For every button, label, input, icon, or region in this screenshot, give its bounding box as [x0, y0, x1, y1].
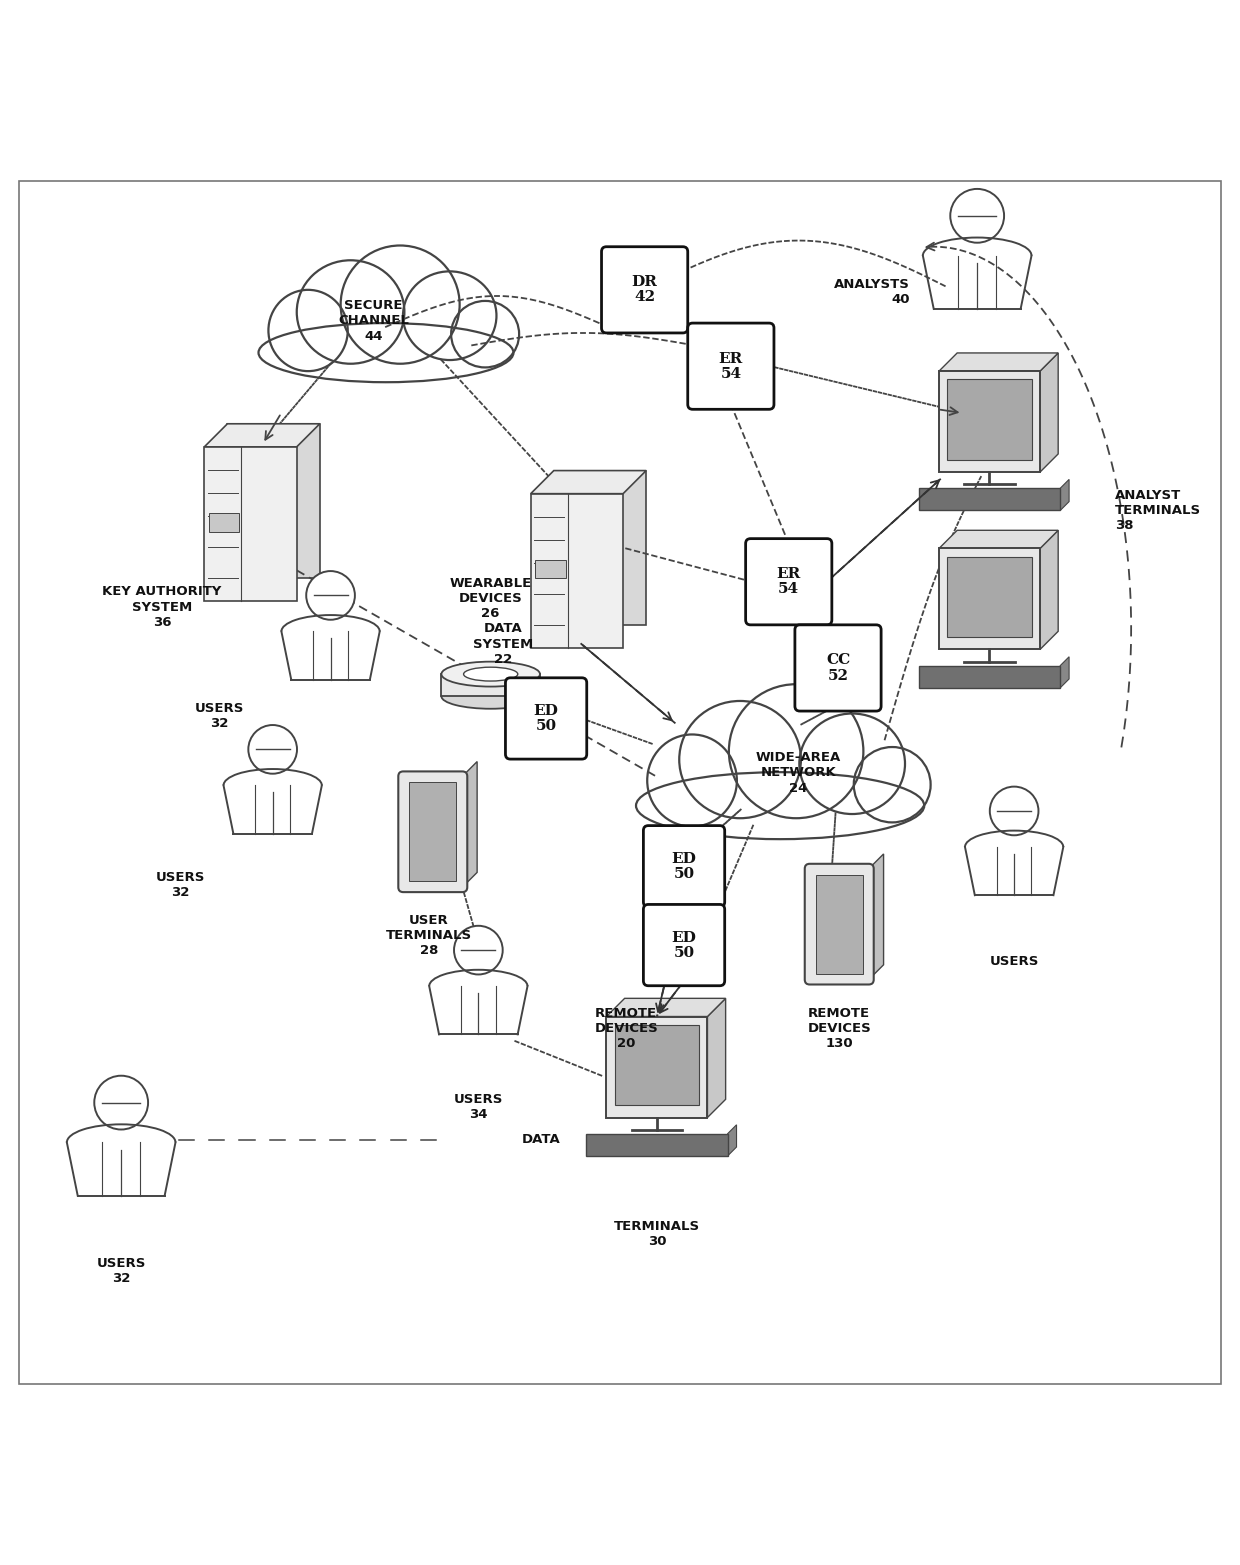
Polygon shape — [728, 1125, 737, 1157]
FancyBboxPatch shape — [947, 557, 1032, 637]
Polygon shape — [441, 675, 539, 696]
FancyBboxPatch shape — [816, 875, 863, 973]
FancyBboxPatch shape — [587, 1133, 728, 1157]
FancyBboxPatch shape — [606, 1017, 708, 1117]
Polygon shape — [1060, 657, 1069, 689]
Text: USERS
32: USERS 32 — [195, 703, 244, 731]
Polygon shape — [1040, 354, 1058, 473]
Text: CC
52: CC 52 — [826, 654, 851, 682]
Text: ED
50: ED 50 — [672, 851, 697, 881]
Circle shape — [248, 725, 298, 773]
Text: USERS: USERS — [990, 955, 1039, 967]
Text: WIDE-AREA
NETWORK
24: WIDE-AREA NETWORK 24 — [756, 751, 841, 795]
FancyBboxPatch shape — [939, 548, 1040, 649]
Ellipse shape — [441, 684, 539, 709]
Ellipse shape — [647, 734, 737, 826]
Ellipse shape — [268, 290, 347, 371]
Text: REMOTE
DEVICES
130: REMOTE DEVICES 130 — [807, 1006, 872, 1050]
FancyBboxPatch shape — [919, 488, 1060, 510]
Ellipse shape — [341, 246, 460, 363]
FancyBboxPatch shape — [745, 538, 832, 624]
Ellipse shape — [854, 747, 931, 822]
Polygon shape — [531, 471, 646, 493]
Polygon shape — [708, 998, 725, 1117]
Ellipse shape — [451, 300, 520, 368]
Polygon shape — [554, 471, 646, 624]
Ellipse shape — [258, 322, 513, 382]
FancyBboxPatch shape — [644, 905, 724, 986]
Text: USERS
32: USERS 32 — [97, 1257, 146, 1285]
Text: REMOTE
DEVICES
20: REMOTE DEVICES 20 — [594, 1006, 658, 1050]
Circle shape — [454, 926, 502, 975]
Circle shape — [950, 189, 1004, 243]
Circle shape — [306, 571, 355, 620]
Ellipse shape — [403, 271, 496, 360]
Ellipse shape — [441, 662, 539, 687]
Polygon shape — [606, 998, 725, 1017]
Text: DATA
SYSTEM
22: DATA SYSTEM 22 — [472, 623, 533, 667]
Polygon shape — [531, 493, 622, 648]
Ellipse shape — [464, 667, 518, 681]
Text: USER
TERMINALS
28: USER TERMINALS 28 — [386, 914, 472, 958]
FancyBboxPatch shape — [208, 513, 239, 532]
FancyBboxPatch shape — [536, 560, 565, 579]
Polygon shape — [205, 448, 296, 601]
Circle shape — [990, 787, 1038, 836]
Ellipse shape — [800, 714, 905, 814]
Ellipse shape — [296, 260, 404, 363]
Polygon shape — [939, 531, 1058, 548]
FancyBboxPatch shape — [601, 247, 688, 333]
Text: DR
42: DR 42 — [631, 275, 657, 304]
Text: ED
50: ED 50 — [672, 931, 697, 959]
FancyBboxPatch shape — [644, 826, 724, 906]
Text: KEY AUTHORITY
SYSTEM
36: KEY AUTHORITY SYSTEM 36 — [102, 585, 222, 629]
Polygon shape — [1060, 479, 1069, 510]
FancyBboxPatch shape — [947, 379, 1032, 460]
FancyBboxPatch shape — [919, 665, 1060, 689]
Ellipse shape — [680, 701, 801, 818]
Text: ER
54: ER 54 — [776, 567, 801, 596]
Text: TERMINALS
30: TERMINALS 30 — [614, 1219, 701, 1247]
Ellipse shape — [729, 684, 863, 818]
FancyBboxPatch shape — [506, 678, 587, 759]
Polygon shape — [939, 354, 1058, 371]
FancyBboxPatch shape — [615, 1025, 699, 1105]
FancyBboxPatch shape — [795, 624, 882, 711]
Text: ER
54: ER 54 — [719, 352, 743, 380]
FancyBboxPatch shape — [409, 782, 456, 881]
Circle shape — [94, 1075, 148, 1130]
Text: ANALYST
TERMINALS
38: ANALYST TERMINALS 38 — [1115, 490, 1202, 532]
FancyBboxPatch shape — [688, 322, 774, 410]
Polygon shape — [869, 854, 884, 980]
FancyBboxPatch shape — [805, 864, 874, 984]
Text: ED
50: ED 50 — [533, 704, 558, 732]
Polygon shape — [227, 424, 320, 577]
Polygon shape — [205, 424, 320, 448]
Polygon shape — [1040, 531, 1058, 649]
Ellipse shape — [636, 772, 924, 839]
Text: DATA: DATA — [522, 1133, 560, 1146]
Text: USERS
34: USERS 34 — [454, 1092, 503, 1121]
Text: ANALYSTS
40: ANALYSTS 40 — [833, 279, 909, 307]
Text: USERS
32: USERS 32 — [155, 872, 205, 900]
FancyBboxPatch shape — [398, 772, 467, 892]
Text: WEARABLE
DEVICES
26: WEARABLE DEVICES 26 — [450, 577, 532, 620]
Polygon shape — [463, 762, 477, 887]
Text: SECURE
CHANNEL
44: SECURE CHANNEL 44 — [339, 299, 409, 343]
FancyBboxPatch shape — [939, 371, 1040, 473]
